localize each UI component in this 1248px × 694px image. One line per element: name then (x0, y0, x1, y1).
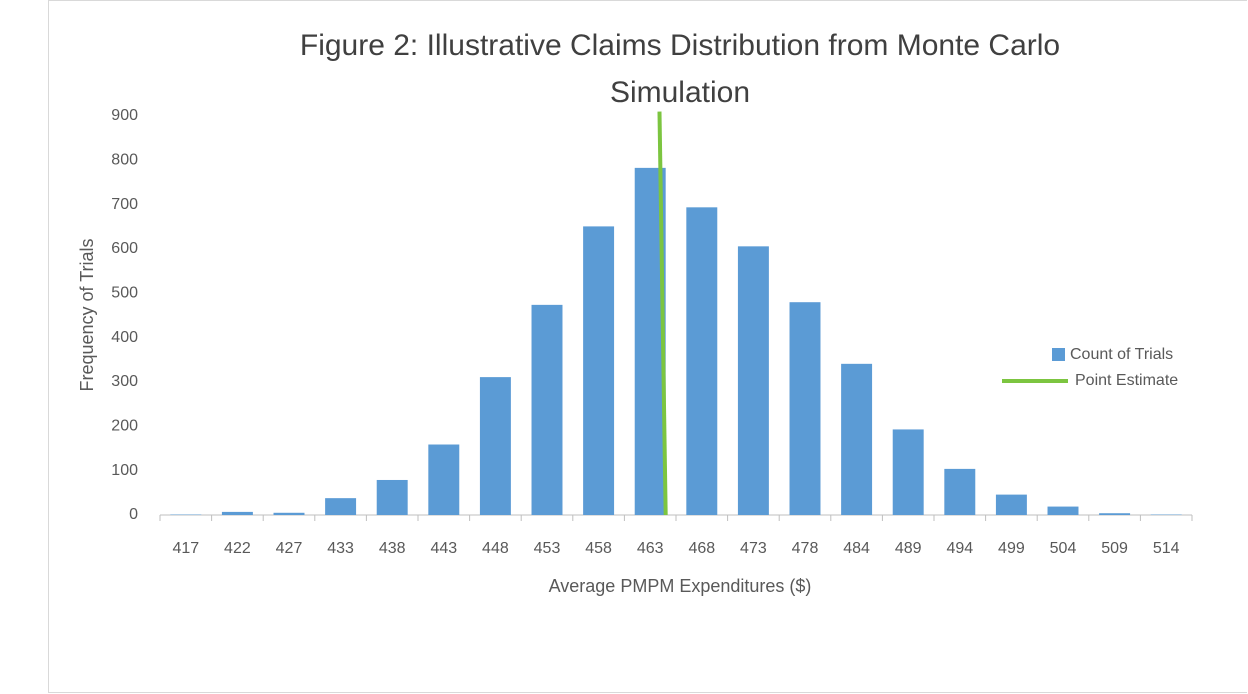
y-tick-label: 900 (111, 107, 138, 124)
x-axis-label: Average PMPM Expenditures ($) (549, 576, 812, 596)
legend-label: Count of Trials (1070, 346, 1173, 363)
legend-swatch (1052, 348, 1065, 361)
x-tick-label: 499 (998, 540, 1025, 557)
legend-label: Point Estimate (1075, 372, 1178, 389)
x-tick-label: 494 (946, 540, 973, 557)
bar (479, 377, 511, 515)
y-tick-label: 0 (129, 506, 138, 523)
x-tick-label: 427 (276, 540, 303, 557)
bar (221, 511, 253, 515)
x-tick-label: 463 (637, 540, 664, 557)
bar (841, 363, 873, 515)
y-tick-label: 400 (111, 329, 138, 346)
x-tick-label: 448 (482, 540, 509, 557)
x-tick-label: 504 (1050, 540, 1077, 557)
x-tick-label: 514 (1153, 540, 1180, 557)
bar (892, 429, 924, 515)
y-tick-label: 800 (111, 152, 138, 169)
y-tick-label: 700 (111, 196, 138, 213)
y-tick-label: 500 (111, 285, 138, 302)
x-tick-label: 468 (688, 540, 715, 557)
x-tick-label: 443 (430, 540, 457, 557)
y-tick-label: 100 (111, 462, 138, 479)
bar (273, 512, 305, 515)
x-tick-label: 509 (1101, 540, 1128, 557)
y-tick-label: 200 (111, 418, 138, 435)
bar (686, 207, 718, 515)
x-tick-label: 422 (224, 540, 251, 557)
x-tick-label: 473 (740, 540, 767, 557)
bar (789, 302, 821, 515)
x-tick-label: 484 (843, 540, 870, 557)
x-tick-label: 478 (792, 540, 819, 557)
chart-frame (48, 0, 1247, 693)
chart-title: Figure 2: Illustrative Claims Distributi… (299, 29, 1061, 109)
bar (376, 479, 408, 515)
y-tick-label: 300 (111, 373, 138, 390)
bar (583, 226, 615, 515)
y-axis-label: Frequency of Trials (77, 238, 97, 391)
point-estimate-line (657, 111, 668, 516)
x-tick-label: 489 (895, 540, 922, 557)
x-tick-label: 458 (585, 540, 612, 557)
bar (428, 444, 460, 515)
bar (531, 304, 563, 515)
bar (1047, 506, 1079, 515)
x-tick-label: 438 (379, 540, 406, 557)
y-tick-label: 600 (111, 240, 138, 257)
bar (325, 498, 357, 515)
x-tick-label: 453 (534, 540, 561, 557)
x-tick-label: 417 (172, 540, 199, 557)
bar (1099, 513, 1131, 515)
bar (737, 246, 769, 515)
x-tick-label: 433 (327, 540, 354, 557)
bar (944, 468, 976, 515)
bar (995, 494, 1027, 515)
